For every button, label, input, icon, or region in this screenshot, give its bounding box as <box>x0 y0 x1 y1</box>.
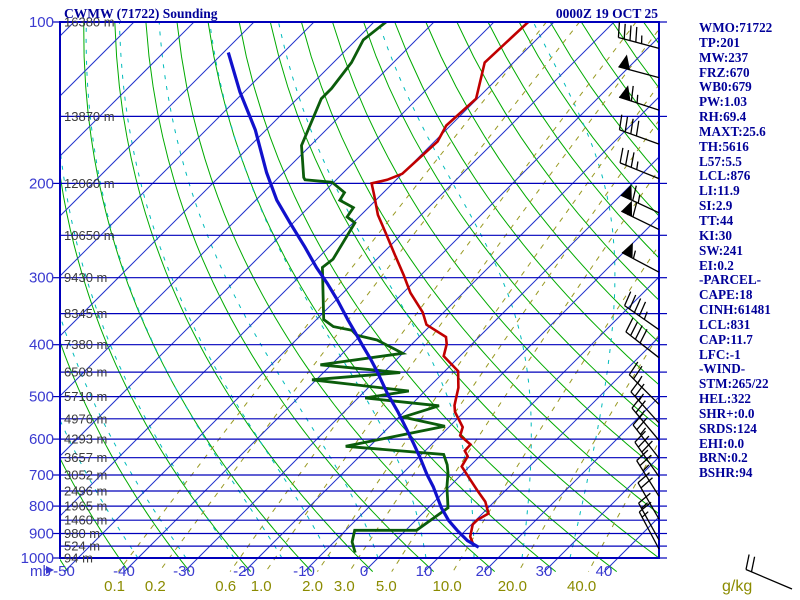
mb-axis-arrow-icon <box>46 566 54 574</box>
altitude-label: 6508 m <box>64 365 107 380</box>
altitude-label: 5710 m <box>64 389 107 404</box>
altitude-label: 12060 m <box>64 176 115 191</box>
temperature-label: 20 <box>476 563 493 580</box>
altitude-label: 13870 m <box>64 109 115 124</box>
pressure-lines <box>52 21 667 559</box>
pressure-label: 700 <box>29 467 54 484</box>
stat-line: TP:201 <box>699 34 741 50</box>
temperature-curve <box>370 22 530 546</box>
stat-line: CINH:61481 <box>699 302 771 318</box>
pressure-label: 300 <box>29 270 54 287</box>
altitude-label: 2496 m <box>64 484 107 499</box>
stat-line: MW:237 <box>699 49 749 65</box>
mixing-ratio-label: 10.0 <box>433 578 462 595</box>
stat-line: BRN:0.2 <box>699 450 748 466</box>
sounding-datetime: 0000Z 19 OCT 25 <box>555 6 658 21</box>
stat-line: WMO:71722 <box>699 20 773 35</box>
stat-line: SRDS:124 <box>699 420 757 436</box>
stat-line: L57:5.5 <box>699 153 742 169</box>
stat-line: EI:0.2 <box>699 257 734 273</box>
stat-line: LCL:831 <box>699 316 751 332</box>
mixing-ratio-label: 3.0 <box>334 578 355 595</box>
mixing-ratio-label: 0.1 <box>104 578 125 595</box>
altitude-label: 7380 m <box>64 337 107 352</box>
stat-line: LFC:-1 <box>699 346 741 362</box>
temperature-label: -10 <box>293 563 315 580</box>
altitude-label: 9430 m <box>64 270 107 285</box>
stat-line: FRZ:670 <box>699 64 750 80</box>
stat-line: CAPE:18 <box>699 287 753 303</box>
wind-barbs <box>617 22 793 590</box>
pressure-label: 600 <box>29 431 54 448</box>
stat-line: -PARCEL- <box>699 272 762 288</box>
mixing-ratio-label: 0.2 <box>145 578 166 595</box>
altitude-label: 8345 m <box>64 306 107 321</box>
pressure-label: 100 <box>29 14 54 31</box>
mixing-ratio-label: 2.0 <box>302 578 323 595</box>
stat-line: MAXT:25.6 <box>699 123 766 139</box>
pressure-label: 400 <box>29 337 54 354</box>
pressure-label: 200 <box>29 175 54 192</box>
stat-line: SHR+:0.0 <box>699 405 755 421</box>
pressure-label: 800 <box>29 498 54 515</box>
temperature-label: -40 <box>113 563 135 580</box>
mixing-ratio-label: 0.6 <box>215 578 236 595</box>
altitude-label: 10650 m <box>64 228 115 243</box>
pressure-label: 500 <box>29 389 54 406</box>
altitude-label: 1460 m <box>64 513 107 528</box>
stat-line: HEL:322 <box>699 391 752 407</box>
plot-frame <box>59 21 660 559</box>
pressure-label: 1000 <box>21 550 54 567</box>
temperature-label: 10 <box>416 563 433 580</box>
mixing-ratio-label: 40.0 <box>567 578 596 595</box>
mixing-unit-label: g/kg <box>722 578 752 595</box>
stat-line: BSHR:94 <box>699 465 753 481</box>
stat-line: SW:241 <box>699 242 743 258</box>
parcel-curve <box>226 52 480 549</box>
stat-line: PW:1.03 <box>699 94 747 110</box>
mixing-ratio-label: 20.0 <box>498 578 527 595</box>
stat-line: SI:2.9 <box>699 198 733 214</box>
stats-panel: WMO:71722 TP:201 MW:237 FRZ:670 WB0:679 PW:1.… <box>699 20 773 481</box>
pressure-unit-label: mb <box>30 563 51 580</box>
stat-line: LI:11.9 <box>699 183 740 199</box>
temperature-label: -30 <box>173 563 195 580</box>
altitude-label: 524 m <box>64 539 100 554</box>
stat-line: TH:5616 <box>699 138 749 154</box>
altitude-label: 1965 m <box>64 499 107 514</box>
altitude-label: 4976 m <box>64 411 107 426</box>
pressure-label: 900 <box>29 525 54 542</box>
temperature-label: -50 <box>53 563 75 580</box>
stat-line: -WIND- <box>699 361 746 377</box>
dewpoint-curve <box>300 22 450 553</box>
altitude-label: 94 m <box>64 551 93 566</box>
dry-adiabats <box>60 22 659 572</box>
mixing-ratio-label: 1.0 <box>251 578 272 595</box>
stat-line: LCL:876 <box>699 168 751 184</box>
isotherms <box>60 22 659 572</box>
stat-line: STM:265/22 <box>699 376 769 392</box>
temperature-label: -20 <box>233 563 255 580</box>
stat-line: TT:44 <box>699 212 734 228</box>
temperature-label: 0 <box>360 563 368 580</box>
altitude-label: 980 m <box>64 526 100 541</box>
altitude-label: 3657 m <box>64 450 107 465</box>
altitude-label: 4293 m <box>64 432 107 447</box>
page-title: CWMW (71722) Sounding <box>64 6 218 21</box>
altitude-label: 3052 m <box>64 467 107 482</box>
stat-line: WB0:679 <box>699 79 752 95</box>
stat-line: EHI:0.0 <box>699 435 745 451</box>
stat-line: KI:30 <box>699 227 732 243</box>
temperature-label: 30 <box>536 563 553 580</box>
stat-line: RH:69.4 <box>699 109 747 125</box>
temperature-label: 40 <box>596 563 613 580</box>
stat-line: CAP:11.7 <box>699 331 753 347</box>
altitude-label: 16380 m <box>64 15 115 30</box>
mixing-ratio-label: 5.0 <box>376 578 397 595</box>
